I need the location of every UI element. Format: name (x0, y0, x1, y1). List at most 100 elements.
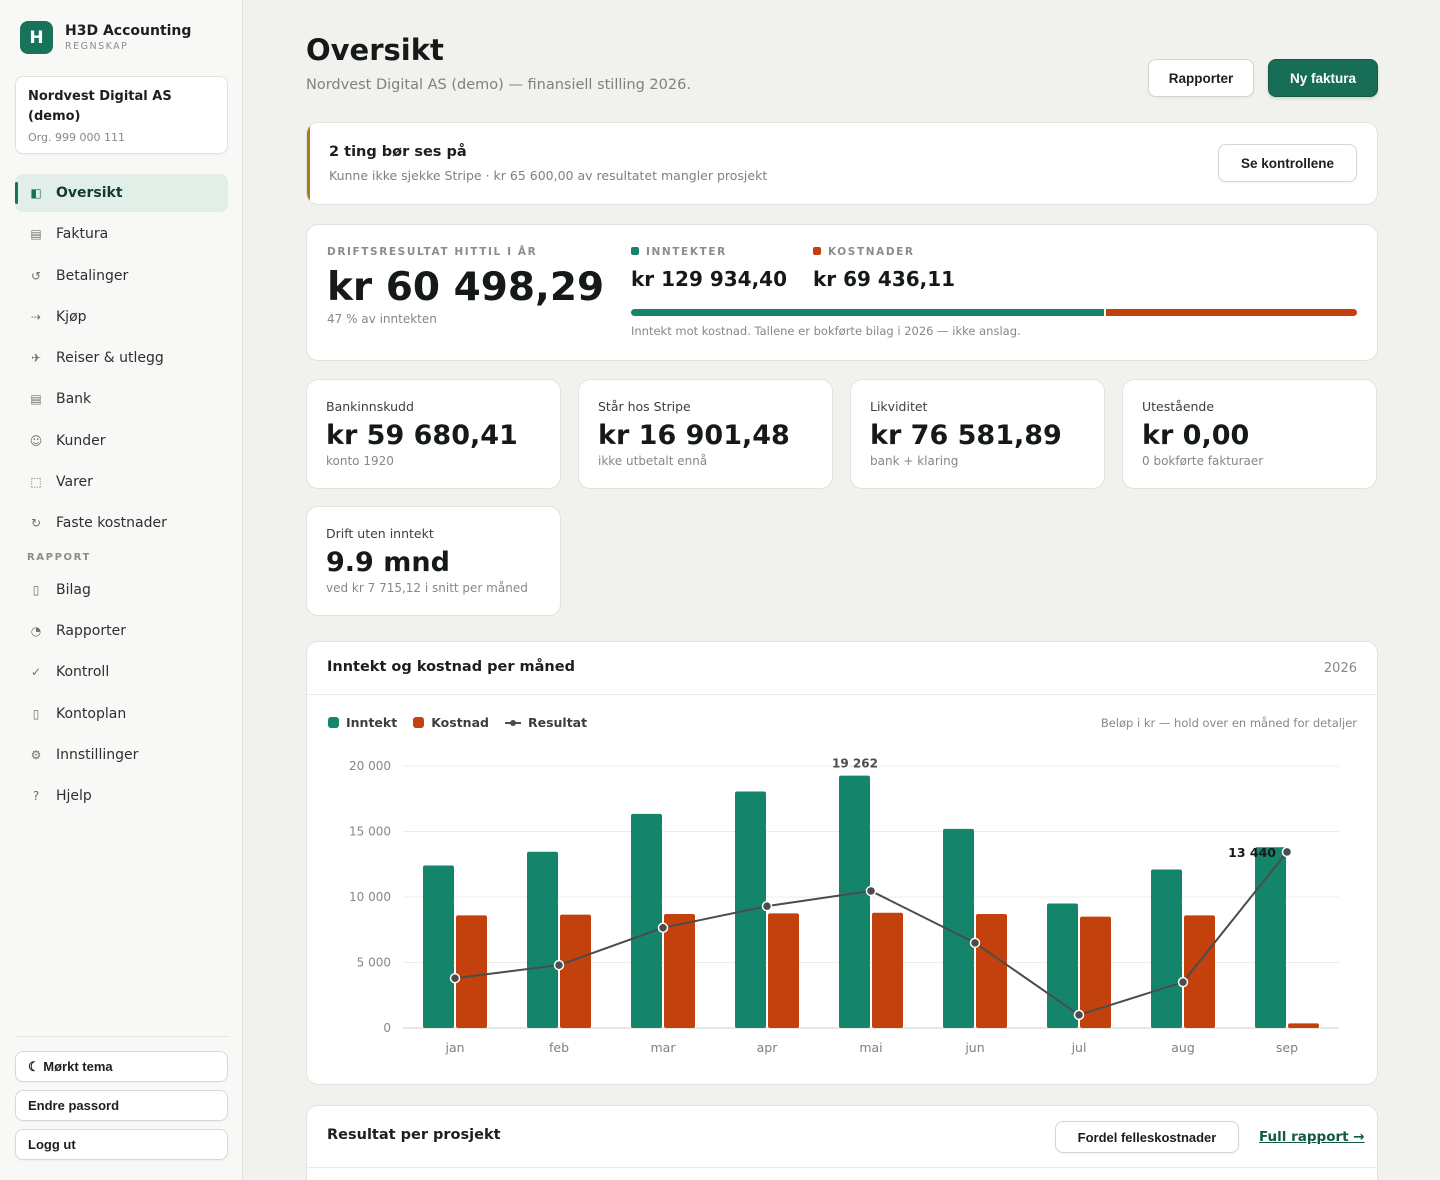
company-switcher[interactable]: Nordvest Digital AS (demo) Org. 999 000 … (15, 76, 228, 154)
result-point[interactable] (657, 922, 669, 934)
cost-bar[interactable] (872, 912, 903, 1028)
alert-text: Kunne ikke sjekke Stripe · kr 65 600,00 … (329, 168, 768, 183)
chart-title: Inntekt og kostnad per måned (327, 659, 575, 675)
stat-label: Drift uten inntekt (326, 526, 434, 541)
result-point[interactable] (865, 885, 877, 897)
cost-label: KOSTNADER (813, 246, 915, 258)
sidebar-item-label: Bilag (56, 581, 91, 598)
income-bar[interactable] (423, 865, 454, 1028)
x-tick-label: sep (1276, 1040, 1298, 1055)
cost-bar[interactable] (1184, 915, 1215, 1028)
result-share: 47 % av inntekten (327, 312, 437, 326)
result-point[interactable] (1177, 976, 1189, 988)
sidebar-item-label: Rapporter (56, 622, 126, 639)
x-tick-label: jul (1071, 1040, 1087, 1055)
result-point[interactable] (1281, 846, 1293, 858)
invoice-icon: ▤ (30, 227, 42, 242)
legend-cost[interactable]: Kostnad (413, 715, 489, 730)
income-value: kr 129 934,40 (631, 267, 788, 291)
products-icon: ⬚ (30, 475, 42, 490)
voucher-icon: ▯ (32, 582, 40, 597)
chart-hint: Beløp i kr — hold over en måned for deta… (1100, 716, 1357, 730)
income-color-dot (631, 247, 639, 255)
sidebar-item-kontroll[interactable]: ✓ Kontroll (15, 653, 228, 691)
x-tick-label: jun (964, 1040, 984, 1055)
sidebar-item-label: Varer (56, 474, 93, 491)
income-bar[interactable] (631, 813, 662, 1028)
logout-button[interactable]: Logg ut (15, 1129, 228, 1160)
brand-name: H3D Accounting (65, 23, 192, 39)
sidebar-item-faktura[interactable]: ▤ Faktura (15, 215, 228, 253)
result-point[interactable] (969, 937, 981, 949)
stat-card-stripe: Står hos Stripe kr 16 901,48 ikke utbeta… (578, 379, 833, 489)
sidebar-item-reiser-utlegg[interactable]: ✈ Reiser & utlegg (15, 339, 228, 377)
distribute-shared-costs-button[interactable]: Fordel felleskostnader (1055, 1121, 1239, 1153)
sidebar-item-innstillinger[interactable]: ⚙ Innstillinger (15, 736, 228, 774)
payments-icon: ↺ (30, 268, 42, 283)
sidebar-item-kunder[interactable]: ☺ Kunder (15, 422, 228, 460)
result-point[interactable] (553, 959, 565, 971)
income-bar[interactable] (527, 851, 558, 1028)
income-bar[interactable] (943, 828, 974, 1028)
stat-label: Står hos Stripe (598, 399, 691, 414)
income-bar[interactable] (1255, 847, 1286, 1028)
x-tick-label: mar (651, 1040, 677, 1055)
sidebar-item-label: Hjelp (56, 788, 92, 805)
income-bar[interactable] (1047, 903, 1078, 1028)
change-password-button[interactable]: Endre passord (15, 1090, 228, 1121)
sidebar-item-label: Kjøp (56, 308, 87, 325)
stat-value: kr 16 901,48 (598, 420, 790, 451)
see-controls-button[interactable]: Se kontrollene (1218, 144, 1357, 182)
reports-icon: ◔ (30, 623, 42, 638)
sidebar-item-betalinger[interactable]: ↺ Betalinger (15, 257, 228, 295)
cost-bar[interactable] (976, 914, 1007, 1028)
sidebar-item-label: Bank (56, 391, 92, 408)
cost-bar[interactable] (664, 914, 695, 1028)
result-point[interactable] (761, 900, 773, 912)
x-tick-label: jan (444, 1040, 464, 1055)
legend-income[interactable]: Inntekt (328, 715, 397, 730)
income-cost-chart[interactable]: 0 5 000 10 000 15 000 20 000 jan feb mar apr mai j… (307, 642, 1378, 1085)
stat-sub: bank + klaring (870, 454, 959, 468)
sidebar-item-oversikt[interactable]: ◧ Oversikt (15, 174, 228, 212)
sidebar-item-kjøp[interactable]: ⇢ Kjøp (15, 298, 228, 336)
dark-theme-button[interactable]: ☾ Mørkt tema (15, 1051, 228, 1082)
income-label: INNTEKTER (631, 246, 727, 258)
nav-section-report: RAPPORT (27, 551, 91, 563)
sidebar-item-label: Kontroll (56, 664, 110, 681)
y-tick-label: 10 000 (349, 890, 391, 904)
sidebar-item-label: Kunder (56, 432, 106, 449)
income-bar[interactable] (1151, 869, 1182, 1028)
sidebar-item-hjelp[interactable]: ? Hjelp (15, 777, 228, 815)
legend-result[interactable]: Resultat (504, 715, 587, 730)
result-point[interactable] (1073, 1009, 1085, 1021)
sidebar-item-kontoplan[interactable]: ▯ Kontoplan (15, 695, 228, 733)
customers-icon: ☺ (29, 433, 43, 448)
check-icon: ✓ (30, 665, 42, 680)
stat-card-runway: Drift uten inntekt 9.9 mnd ved kr 7 715,… (306, 506, 561, 616)
cost-bar[interactable] (560, 914, 591, 1028)
sidebar-item-rapporter[interactable]: ◔ Rapporter (15, 612, 228, 650)
cost-bar[interactable] (768, 913, 799, 1028)
new-invoice-button[interactable]: Ny faktura (1268, 59, 1378, 97)
income-cost-ratio-bar (631, 309, 1357, 316)
stat-sub: konto 1920 (326, 454, 394, 468)
sidebar-item-varer[interactable]: ⬚ Varer (15, 463, 228, 501)
summary-note: Inntekt mot kostnad. Tallene er bokførte… (631, 324, 1021, 338)
reports-button[interactable]: Rapporter (1148, 59, 1254, 97)
income-bar[interactable] (839, 775, 870, 1028)
result-point[interactable] (449, 972, 461, 984)
page-title: Oversikt (306, 33, 444, 67)
sidebar-item-faste-kostnader[interactable]: ↻ Faste kostnader (15, 504, 228, 542)
sidebar-item-bilag[interactable]: ▯ Bilag (15, 571, 228, 609)
x-tick-label: mai (859, 1040, 882, 1055)
cost-bar[interactable] (1288, 1023, 1319, 1028)
monthly-chart-card: Inntekt og kostnad per måned 2026 Inntek… (306, 641, 1378, 1085)
sidebar-item-bank[interactable]: ▤ Bank (15, 380, 228, 418)
cost-bar[interactable] (1080, 916, 1111, 1028)
full-report-link[interactable]: Full rapport → (1259, 1129, 1365, 1145)
cost-bar[interactable] (456, 915, 487, 1028)
brand-subtitle: REGNSKAP (65, 41, 129, 52)
brand[interactable]: H H3D Accounting REGNSKAP (20, 21, 191, 54)
cost-color-dot (813, 247, 821, 255)
